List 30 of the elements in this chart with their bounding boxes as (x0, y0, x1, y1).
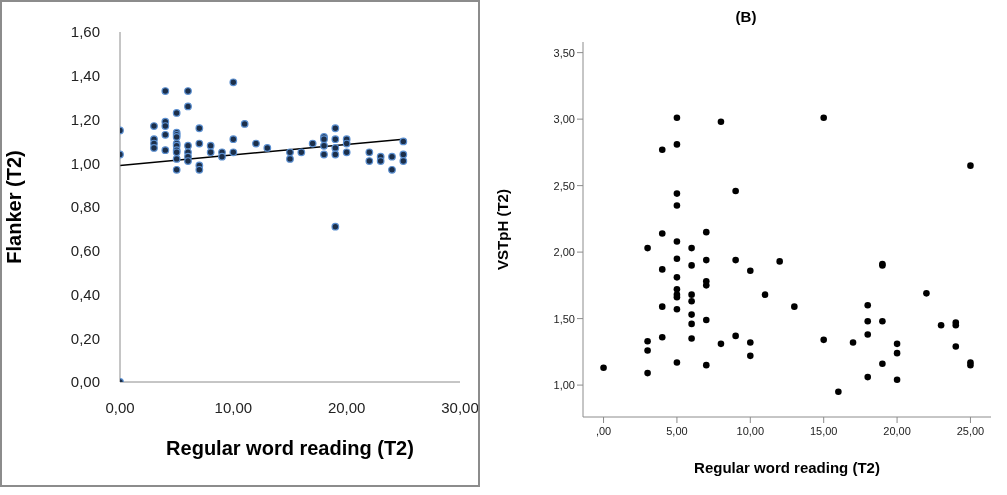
x-tick-label: 10,00 (214, 398, 253, 416)
x-tick-label: ,00 (595, 424, 612, 437)
x-tick-label: 15,00 (809, 424, 838, 437)
x-tick-label: 10,00 (736, 424, 765, 437)
x-tick-label: 5,00 (666, 424, 688, 437)
y-tick-label: 0,20 (70, 329, 100, 347)
y-tick-label: 3,00 (553, 113, 575, 126)
y-axis-title: Flanker (T2) (3, 150, 26, 264)
x-tick-label: 30,00 (441, 398, 479, 416)
y-tick-label: 0,00 (70, 373, 100, 391)
y-tick-label: 0,80 (70, 198, 100, 216)
y-tick-label: 0,60 (70, 242, 100, 260)
y-tick-label: 1,60 (70, 23, 100, 41)
x-axis-title: Regular word reading (T2) (166, 437, 414, 459)
chart-title: (B) (734, 8, 758, 25)
y-tick-label: 1,40 (70, 67, 100, 85)
x-tick-label: 20,00 (327, 398, 366, 416)
y-tick-label: 3,50 (553, 46, 575, 59)
x-tick-label: 20,00 (883, 424, 911, 437)
y-tick-label: 2,00 (553, 246, 575, 259)
y-tick-label: 1,00 (70, 154, 100, 172)
y-tick-label: 1,20 (70, 110, 100, 128)
y-tick-label: 2,50 (553, 179, 575, 192)
y-tick-label: 1,50 (553, 312, 575, 325)
y-tick-label: 1,00 (553, 378, 575, 391)
x-tick-label: 0,00 (105, 398, 135, 416)
y-axis-title: VSTpH (T2) (494, 189, 512, 270)
x-axis-title: Regular word reading (T2) (694, 459, 880, 476)
y-tick-label: 0,40 (70, 285, 100, 303)
x-tick-label: 25,00 (956, 424, 985, 437)
